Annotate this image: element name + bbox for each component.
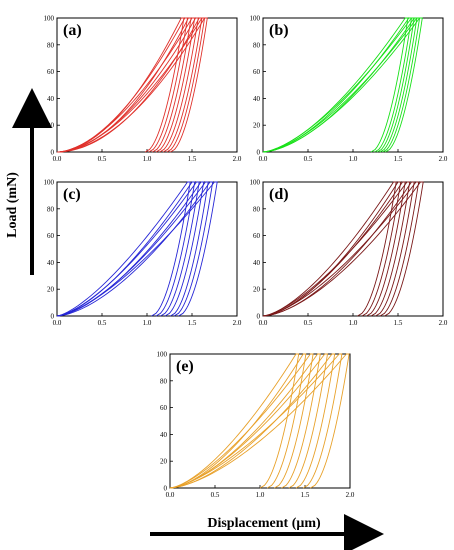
panel-d-ytick-label: 40 <box>253 259 261 267</box>
panel-d-curve-6 <box>262 181 420 317</box>
panel-d-ytick-label: 100 <box>250 179 261 187</box>
panel-c-xtick-label: 2.0 <box>233 319 242 327</box>
panel-a-ytick-label: 60 <box>47 68 55 76</box>
panel-a-ytick-label: 100 <box>44 15 55 23</box>
x-axis-title: Displacement (μm) <box>207 516 321 531</box>
chart-panels: 0.0 0.5 1.0 1.5 2.0 0 20 40 60 80 100 (a) 0.0 0.5 1.0 1… <box>44 15 448 500</box>
panel-d-curve-5 <box>262 181 415 317</box>
panel-d-curve-1 <box>262 181 397 317</box>
panel-c-frame <box>56 181 238 317</box>
panel-c-curve-7 <box>56 181 218 317</box>
panel-e-xtick-label: 1.0 <box>256 491 265 499</box>
panel-c-label: (c) <box>63 186 81 203</box>
panel-a-ytick-label: 0 <box>51 149 55 157</box>
panel-b-curve-6 <box>262 17 423 153</box>
panel-d-frame <box>262 181 444 317</box>
panel-c-ytick-label: 0 <box>51 313 55 321</box>
panel-e: 0.0 0.5 1.0 1.5 2.0 0 20 40 60 80 100 (e) <box>157 351 355 500</box>
panel-d: 0.0 0.5 1.0 1.5 2.0 0 20 40 60 80 100 (d) <box>250 179 448 328</box>
panel-b-xtick-label: 2.0 <box>439 155 448 163</box>
panel-e-ytick-label: 20 <box>160 458 168 466</box>
panel-a-curve-4 <box>56 17 196 153</box>
panel-c-xtick-label: 0.0 <box>53 319 62 327</box>
panel-e-curve-1 <box>169 353 300 489</box>
panel-d-label: (d) <box>269 186 289 203</box>
panel-b-ytick-label: 100 <box>250 15 261 23</box>
panel-b-ytick-label: 60 <box>253 68 261 76</box>
y-axis-title: Load (mN) <box>5 172 20 238</box>
panel-e-ytick-label: 80 <box>160 377 168 385</box>
panel-a-ytick-label: 40 <box>47 95 55 103</box>
panel-e-frame <box>169 353 351 489</box>
panel-c: 0.0 0.5 1.0 1.5 2.0 0 20 40 60 80 100 (c) <box>44 179 242 328</box>
panel-d-xtick-label: 2.0 <box>439 319 448 327</box>
panel-d-xtick-label: 0.5 <box>304 319 313 327</box>
panel-b-xtick-label: 0.0 <box>259 155 268 163</box>
panel-b-xtick-label: 1.5 <box>394 155 403 163</box>
panel-e-curve-8 <box>169 353 350 489</box>
panel-a-curve-8 <box>56 17 208 153</box>
panel-b-ytick-label: 40 <box>253 95 261 103</box>
panel-a-curve-2 <box>56 17 188 153</box>
panel-a: 0.0 0.5 1.0 1.5 2.0 0 20 40 60 80 100 (a) <box>44 15 242 164</box>
panel-e-xtick-label: 1.5 <box>301 491 310 499</box>
panel-d-xtick-label: 0.0 <box>259 319 268 327</box>
panel-e-ytick-label: 60 <box>160 404 168 412</box>
panel-c-curve-1 <box>56 181 191 317</box>
panel-b-ytick-label: 20 <box>253 122 261 130</box>
panel-d-ytick-label: 80 <box>253 205 261 213</box>
panel-c-ytick-label: 20 <box>47 286 55 294</box>
panel-d-ytick-label: 0 <box>257 313 261 321</box>
panel-c-ytick-label: 40 <box>47 259 55 267</box>
panel-a-curve-7 <box>56 17 206 153</box>
panel-d-curve-3 <box>262 181 406 317</box>
panel-a-ytick-label: 80 <box>47 41 55 49</box>
panel-d-ytick-label: 20 <box>253 286 261 294</box>
panel-b-label: (b) <box>269 22 289 39</box>
panel-c-ytick-label: 60 <box>47 232 55 240</box>
panel-e-curve-7 <box>169 353 343 489</box>
panel-e-xtick-label: 0.5 <box>211 491 220 499</box>
panel-e-ytick-label: 0 <box>164 485 168 493</box>
panel-c-xtick-label: 0.5 <box>98 319 107 327</box>
panel-b-curve-3 <box>262 17 415 153</box>
panel-a-xtick-label: 1.0 <box>143 155 152 163</box>
panel-a-ytick-label: 20 <box>47 122 55 130</box>
panel-b-ytick-label: 0 <box>257 149 261 157</box>
panel-d-curve-7 <box>262 181 424 317</box>
panel-c-curve-6 <box>56 181 214 317</box>
panel-e-xtick-label: 0.0 <box>166 491 175 499</box>
panel-b-curve-2 <box>262 17 412 153</box>
panel-a-xtick-label: 0.0 <box>53 155 62 163</box>
panel-d-ytick-label: 60 <box>253 232 261 240</box>
panel-e-curve-6 <box>169 353 336 489</box>
panel-a-xtick-label: 2.0 <box>233 155 242 163</box>
panel-e-curve-2 <box>169 353 307 489</box>
panel-d-xtick-label: 1.0 <box>349 319 358 327</box>
panel-d-xtick-label: 1.5 <box>394 319 403 327</box>
panel-c-ytick-label: 100 <box>44 179 55 187</box>
panel-b-xtick-label: 0.5 <box>304 155 313 163</box>
panel-a-xtick-label: 1.5 <box>188 155 197 163</box>
panel-e-curve-5 <box>169 353 328 489</box>
panel-e-label: (e) <box>176 358 194 375</box>
panel-c-ytick-label: 80 <box>47 205 55 213</box>
panel-b-curve-5 <box>262 17 421 153</box>
panel-c-curve-5 <box>56 181 209 317</box>
panel-b-xtick-label: 1.0 <box>349 155 358 163</box>
panel-e-curve-3 <box>169 353 314 489</box>
panel-a-label: (a) <box>63 22 82 39</box>
panel-e-ytick-label: 100 <box>157 351 168 359</box>
panel-c-curve-3 <box>56 181 200 317</box>
panel-c-xtick-label: 1.5 <box>188 319 197 327</box>
panel-b: 0.0 0.5 1.0 1.5 2.0 0 20 40 60 80 100 (b) <box>250 15 448 164</box>
panel-e-xtick-label: 2.0 <box>346 491 355 499</box>
panel-b-ytick-label: 80 <box>253 41 261 49</box>
panel-c-xtick-label: 1.0 <box>143 319 152 327</box>
panel-e-ytick-label: 40 <box>160 431 168 439</box>
panel-a-curve-6 <box>56 17 203 153</box>
panel-a-xtick-label: 0.5 <box>98 155 107 163</box>
panel-d-curve-4 <box>262 181 411 317</box>
